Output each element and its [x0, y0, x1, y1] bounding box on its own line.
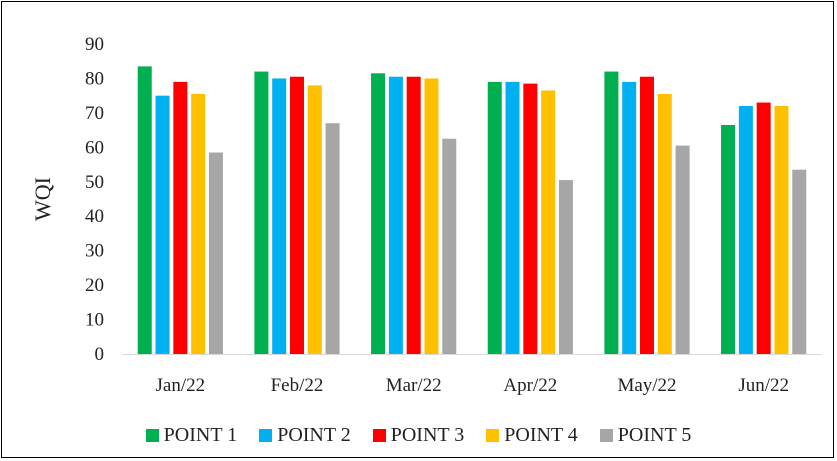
legend-swatch — [372, 428, 386, 442]
bar-point-1-feb-22 — [254, 71, 269, 355]
x-axis-ticks: Jan/22 Feb/22 Mar/22 Apr/22 May/22 Jun/22 — [156, 375, 789, 396]
bar-point-1-jun-22 — [721, 124, 736, 354]
bar-point-3-apr-22 — [523, 83, 538, 354]
wqi-bar-chart: 0 10 20 30 40 50 60 70 80 90 Jan/22 Feb/22 Mar/22 Ap… — [30, 34, 822, 396]
bar-point-3-may-22 — [640, 76, 654, 354]
x-tick-label: Jun/22 — [738, 375, 789, 396]
legend-label: POINT 3 — [390, 423, 465, 446]
x-tick-label: Jan/22 — [156, 375, 206, 396]
legend-label: POINT 1 — [163, 423, 238, 446]
bar-point-5-feb-22 — [325, 123, 340, 354]
legend-item: POINT 2 — [259, 424, 351, 447]
legend-item: POINT 3 — [372, 423, 465, 447]
bar-point-1-may-22 — [604, 71, 619, 355]
bar-point-5-jun-22 — [792, 169, 807, 354]
bar-point-3-feb-22 — [290, 76, 304, 354]
bar-point-4-jun-22 — [774, 106, 789, 354]
bar-point-1-mar-22 — [371, 73, 386, 355]
legend-label: POINT 4 — [504, 423, 578, 446]
bar-point-2-may-22 — [622, 81, 637, 354]
y-tick-label: 20 — [85, 275, 104, 296]
legend-label: POINT 2 — [277, 423, 351, 446]
bar-point-4-apr-22 — [541, 90, 556, 354]
y-tick-label: 60 — [85, 137, 104, 158]
bar-point-3-mar-22 — [406, 76, 421, 354]
legend: POINT 1 POINT 2 POINT 3 POINT 4 POINT 5 — [0, 420, 837, 450]
legend-swatch — [259, 428, 273, 442]
x-tick-label: Feb/22 — [271, 375, 324, 396]
bar-point-3-jan-22 — [173, 81, 188, 354]
bar-point-4-mar-22 — [424, 78, 439, 354]
bar-point-2-apr-22 — [505, 81, 520, 354]
legend-item: POINT 5 — [599, 423, 692, 447]
legend-label: POINT 5 — [617, 423, 692, 446]
y-tick-label: 90 — [85, 34, 104, 55]
y-tick-label: 30 — [85, 241, 104, 262]
legend-swatch — [486, 428, 500, 442]
legend-swatch — [145, 428, 159, 442]
bar-point-2-jan-22 — [155, 95, 170, 355]
x-tick-label: Apr/22 — [503, 375, 557, 396]
legend-item: POINT 4 — [486, 424, 578, 447]
bar-point-5-jan-22 — [208, 152, 223, 354]
bar-point-5-apr-22 — [558, 180, 573, 354]
bar-point-2-feb-22 — [272, 78, 287, 354]
y-axis-title: WQI — [30, 177, 55, 221]
bar-point-1-jan-22 — [137, 66, 152, 354]
bar-point-2-jun-22 — [738, 106, 753, 354]
bar-point-4-feb-22 — [307, 85, 322, 354]
x-tick-label: May/22 — [617, 375, 676, 396]
legend-item: POINT 1 — [145, 423, 238, 447]
x-tick-label: Mar/22 — [386, 375, 442, 396]
legend-swatch — [599, 428, 613, 442]
bar-point-5-may-22 — [675, 145, 690, 354]
y-axis-ticks: 0 10 20 30 40 50 60 70 80 90 — [85, 34, 104, 365]
bar-point-1-apr-22 — [487, 81, 502, 354]
bar-point-2-mar-22 — [388, 76, 403, 354]
y-tick-label: 50 — [85, 172, 104, 193]
bar-point-4-may-22 — [657, 93, 672, 354]
y-tick-label: 10 — [85, 310, 104, 331]
y-tick-label: 70 — [85, 103, 104, 124]
y-tick-label: 80 — [85, 68, 104, 89]
bar-point-5-mar-22 — [442, 138, 457, 354]
y-tick-label: 0 — [95, 344, 105, 365]
bar-point-3-jun-22 — [756, 102, 771, 354]
bar-point-4-jan-22 — [191, 93, 206, 354]
bars — [137, 66, 807, 355]
y-tick-label: 40 — [85, 206, 104, 227]
